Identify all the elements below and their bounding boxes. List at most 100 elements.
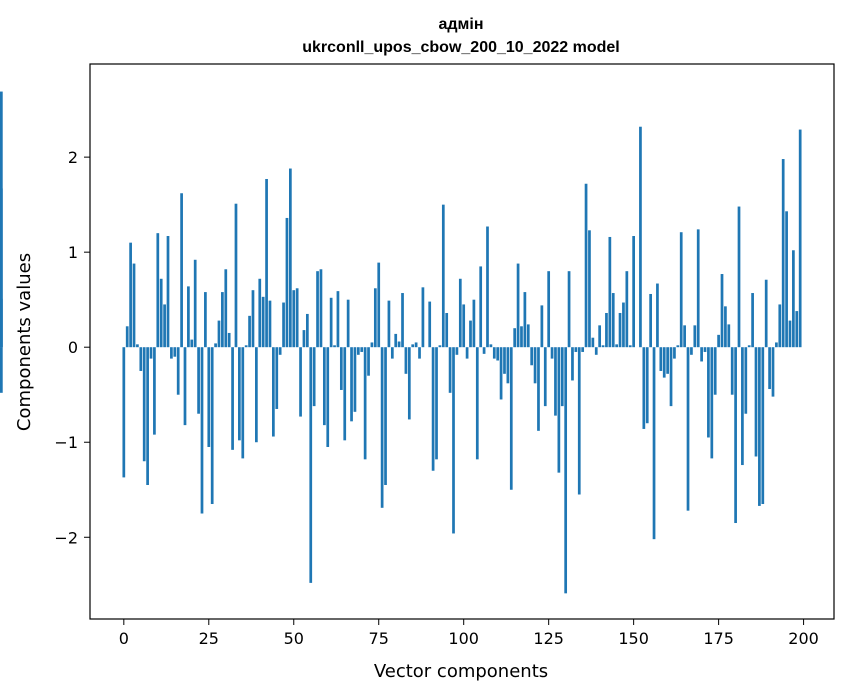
bar — [676, 345, 680, 348]
bar — [428, 301, 432, 348]
bar — [397, 341, 401, 348]
bar — [326, 347, 330, 447]
bar — [727, 324, 731, 348]
bar — [231, 347, 234, 450]
bar — [618, 312, 622, 348]
bar — [431, 347, 435, 471]
bar — [292, 290, 296, 348]
y-axis-label: Components values — [14, 253, 35, 431]
bar — [285, 217, 289, 348]
bar — [180, 193, 183, 348]
bar — [683, 325, 686, 348]
bar — [455, 347, 459, 355]
bar — [312, 347, 316, 407]
bar — [401, 293, 404, 348]
bar — [448, 347, 452, 393]
bar — [462, 304, 466, 348]
bar — [339, 347, 343, 390]
bar — [761, 347, 765, 505]
bar — [272, 347, 275, 437]
bar — [414, 342, 418, 348]
y-tick-label: −2 — [54, 528, 78, 547]
x-tick-label: 200 — [788, 629, 819, 648]
bar — [221, 292, 224, 348]
bar — [166, 236, 170, 348]
bar — [373, 288, 377, 348]
bar — [656, 283, 659, 348]
bar — [278, 347, 282, 355]
bar — [649, 293, 652, 348]
bar — [795, 311, 799, 348]
bar — [754, 347, 758, 457]
bar — [353, 347, 357, 412]
bar — [360, 347, 364, 352]
bar — [0, 91, 3, 348]
bar — [183, 347, 187, 426]
bar — [673, 347, 676, 359]
bar — [611, 293, 615, 348]
bar — [421, 287, 425, 348]
bar — [190, 339, 194, 348]
bar — [764, 279, 768, 348]
bar — [557, 347, 561, 473]
bar — [516, 263, 520, 348]
bar — [588, 230, 591, 348]
bar — [435, 347, 438, 460]
bar — [238, 347, 241, 441]
bar — [523, 292, 527, 348]
bar — [377, 262, 381, 348]
bar — [662, 347, 666, 378]
bar — [628, 345, 632, 348]
bar — [122, 347, 126, 478]
bar — [666, 347, 669, 374]
bar — [567, 271, 571, 348]
plot-frame — [89, 63, 835, 620]
bar — [227, 332, 231, 348]
bar — [370, 342, 374, 348]
bar — [404, 347, 408, 374]
bar — [560, 347, 564, 407]
x-tick-label: 50 — [284, 629, 304, 648]
bar — [503, 347, 506, 374]
bar — [751, 293, 754, 348]
bar — [139, 347, 143, 371]
bar — [690, 347, 693, 355]
bar — [197, 347, 200, 414]
bar — [0, 347, 3, 393]
bar — [418, 347, 421, 359]
x-axis-label: Vector components — [374, 661, 548, 682]
bar — [744, 347, 748, 414]
bar — [255, 347, 258, 443]
bar — [387, 300, 391, 348]
bar — [758, 347, 761, 506]
x-tick-label: 100 — [448, 629, 479, 648]
bar — [153, 347, 156, 435]
x-tick-label: 175 — [703, 629, 734, 648]
bar — [496, 347, 500, 361]
bar — [125, 326, 129, 348]
bar — [407, 347, 411, 420]
bar — [734, 347, 737, 524]
bar — [282, 302, 285, 348]
bar — [489, 344, 493, 348]
bar — [363, 347, 367, 460]
y-tick-label: 1 — [68, 243, 78, 262]
bar — [540, 305, 544, 348]
bar — [336, 291, 340, 348]
bar — [472, 299, 476, 348]
bar — [669, 347, 673, 407]
bar — [530, 347, 534, 366]
bar — [319, 269, 323, 348]
x-tick-label: 125 — [533, 629, 564, 648]
bar — [346, 299, 350, 348]
bar — [696, 229, 700, 348]
bar — [275, 347, 279, 409]
bar — [679, 232, 683, 348]
bar — [350, 347, 353, 422]
bar — [717, 334, 720, 348]
bar — [798, 129, 802, 348]
bar — [785, 211, 788, 348]
bar — [486, 226, 489, 348]
bar — [713, 347, 717, 395]
